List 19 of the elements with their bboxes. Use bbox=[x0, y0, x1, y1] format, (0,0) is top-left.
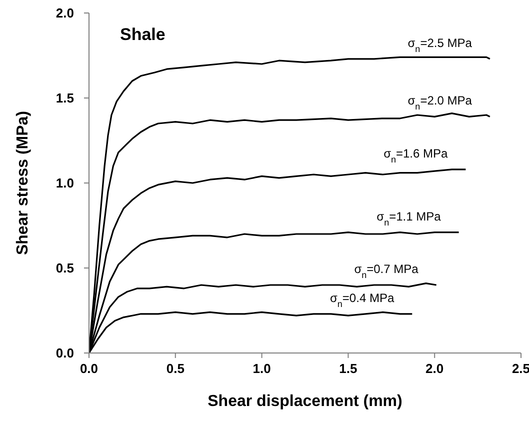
x-tick-label: 0.0 bbox=[80, 361, 98, 376]
y-tick-label: 0.5 bbox=[56, 260, 74, 276]
y-tick-label: 1.0 bbox=[56, 176, 74, 191]
series-label: σ$_{n}$=0.4 MPa bbox=[330, 290, 394, 309]
text: Shale bbox=[120, 25, 166, 44]
x-tick-label: 1.5 bbox=[339, 361, 358, 376]
series-label: σ$_{n}$=1.6 MPa bbox=[384, 146, 448, 164]
series-label: σ$_{n}$=0.7 MPa bbox=[354, 262, 419, 280]
x-axis-title: Shear displacement (mm) bbox=[208, 393, 402, 410]
x-tick-label: 1.0 bbox=[252, 361, 271, 376]
y-axis-title: Shear stress (MPa) bbox=[14, 110, 32, 256]
y-tick-label: 1.5 bbox=[56, 90, 74, 106]
y-tick-label: 0.0 bbox=[56, 346, 74, 361]
x-tick-label: 0.5 bbox=[166, 361, 184, 376]
series-label: σ$_{n}$=2.0 MPa bbox=[408, 94, 472, 112]
series-label: σ$_{n}$=2.5 MPa bbox=[408, 36, 472, 54]
series-label: σ$_{n}$=1.1 MPa bbox=[376, 209, 442, 228]
y-tick-label: 2.0 bbox=[56, 6, 74, 21]
x-tick-label: 2.0 bbox=[426, 361, 444, 376]
